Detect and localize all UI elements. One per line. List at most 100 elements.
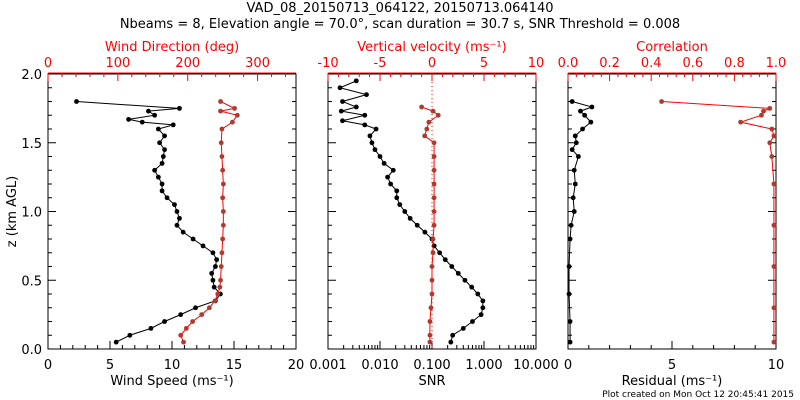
y-tick-label: 0.5 <box>21 274 42 289</box>
data-point <box>738 119 744 125</box>
data-point <box>566 291 572 297</box>
data-point <box>190 236 196 242</box>
data-point <box>362 122 368 128</box>
data-point <box>431 167 437 173</box>
series-line-snr <box>338 80 484 343</box>
footer-timestamp: Plot created on Mon Oct 12 20:45:41 2015 <box>602 390 794 400</box>
x-axis-label: SNR <box>418 374 445 389</box>
data-point <box>193 305 198 311</box>
data-point <box>442 257 448 263</box>
data-point <box>419 104 424 110</box>
data-point <box>767 105 773 111</box>
data-point <box>181 339 186 345</box>
top-tick-label: 10 <box>528 56 545 71</box>
panel-1-frame <box>47 73 297 350</box>
data-point <box>210 250 216 256</box>
data-point <box>572 181 578 187</box>
x-tick-label: 10 <box>768 358 785 373</box>
data-point <box>437 250 442 256</box>
data-point <box>430 250 436 256</box>
x-tick-label: 0 <box>44 358 52 373</box>
data-point <box>571 167 577 173</box>
data-point <box>220 236 226 242</box>
y-tick-label: 0.0 <box>21 343 42 358</box>
data-point <box>219 250 225 256</box>
data-point <box>769 126 775 132</box>
data-point <box>397 202 403 208</box>
data-point <box>449 264 455 269</box>
data-point <box>148 325 154 331</box>
data-point <box>580 126 585 132</box>
data-point <box>178 332 184 338</box>
data-point <box>230 119 235 125</box>
data-point <box>206 305 212 311</box>
data-point <box>152 167 158 173</box>
data-point <box>162 133 167 139</box>
top-axis-label: Wind Direction (deg) <box>105 40 239 55</box>
data-point <box>427 319 433 324</box>
data-point <box>568 222 574 228</box>
top-tick-label: -10 <box>317 56 338 71</box>
data-point <box>429 277 435 283</box>
data-point <box>430 236 436 242</box>
data-point <box>428 305 434 311</box>
data-point <box>431 209 437 214</box>
data-point <box>430 108 436 114</box>
data-point <box>232 105 237 111</box>
top-tick-label: 0.2 <box>599 56 620 71</box>
data-point <box>212 298 218 304</box>
data-point <box>569 99 575 104</box>
data-point <box>450 332 456 338</box>
top-tick-label: 200 <box>175 56 200 71</box>
data-point <box>177 215 182 221</box>
data-point <box>174 209 180 214</box>
data-point <box>578 108 583 114</box>
data-point <box>218 108 223 114</box>
data-point <box>377 154 383 159</box>
data-point <box>362 112 368 118</box>
top-tick-label: 0 <box>428 56 436 71</box>
top-tick-label: 0.4 <box>641 56 662 71</box>
x-tick-label: 0.100 <box>413 358 450 373</box>
data-point <box>469 284 475 290</box>
top-axis-label: Correlation <box>636 40 708 55</box>
data-point <box>771 339 777 345</box>
data-point <box>769 154 775 159</box>
data-point <box>220 181 226 187</box>
data-point <box>414 222 420 228</box>
data-point <box>220 167 226 173</box>
data-point <box>215 291 221 297</box>
data-point <box>164 195 170 201</box>
data-point <box>422 229 428 235</box>
series-line-residual <box>568 101 594 343</box>
data-point <box>572 133 578 139</box>
data-point <box>567 339 573 345</box>
data-point <box>219 154 225 159</box>
data-point <box>113 339 119 345</box>
data-point <box>388 181 394 187</box>
data-point <box>448 339 454 345</box>
top-tick-label: 1.0 <box>766 56 787 71</box>
x-axis-label: Wind Speed (ms⁻¹) <box>110 374 233 389</box>
series-line-vertical-velocity <box>421 106 440 343</box>
data-point <box>210 277 216 283</box>
y-axis-label: z (km AGL) <box>5 176 20 247</box>
data-point <box>155 174 161 180</box>
data-point <box>381 160 387 166</box>
series-line-correlation <box>661 101 775 343</box>
data-point <box>340 118 345 124</box>
data-point <box>566 264 572 269</box>
data-point <box>771 264 777 269</box>
data-point <box>214 257 220 263</box>
data-point <box>385 174 390 180</box>
data-point <box>177 105 182 111</box>
x-tick-label: 5 <box>106 358 114 373</box>
data-point <box>429 291 435 297</box>
data-point <box>219 126 225 132</box>
y-tick-label: 1.5 <box>21 137 42 152</box>
data-point <box>162 147 167 153</box>
y-tick-label: 1.0 <box>21 206 42 221</box>
data-point <box>353 78 359 84</box>
data-point <box>220 222 226 228</box>
